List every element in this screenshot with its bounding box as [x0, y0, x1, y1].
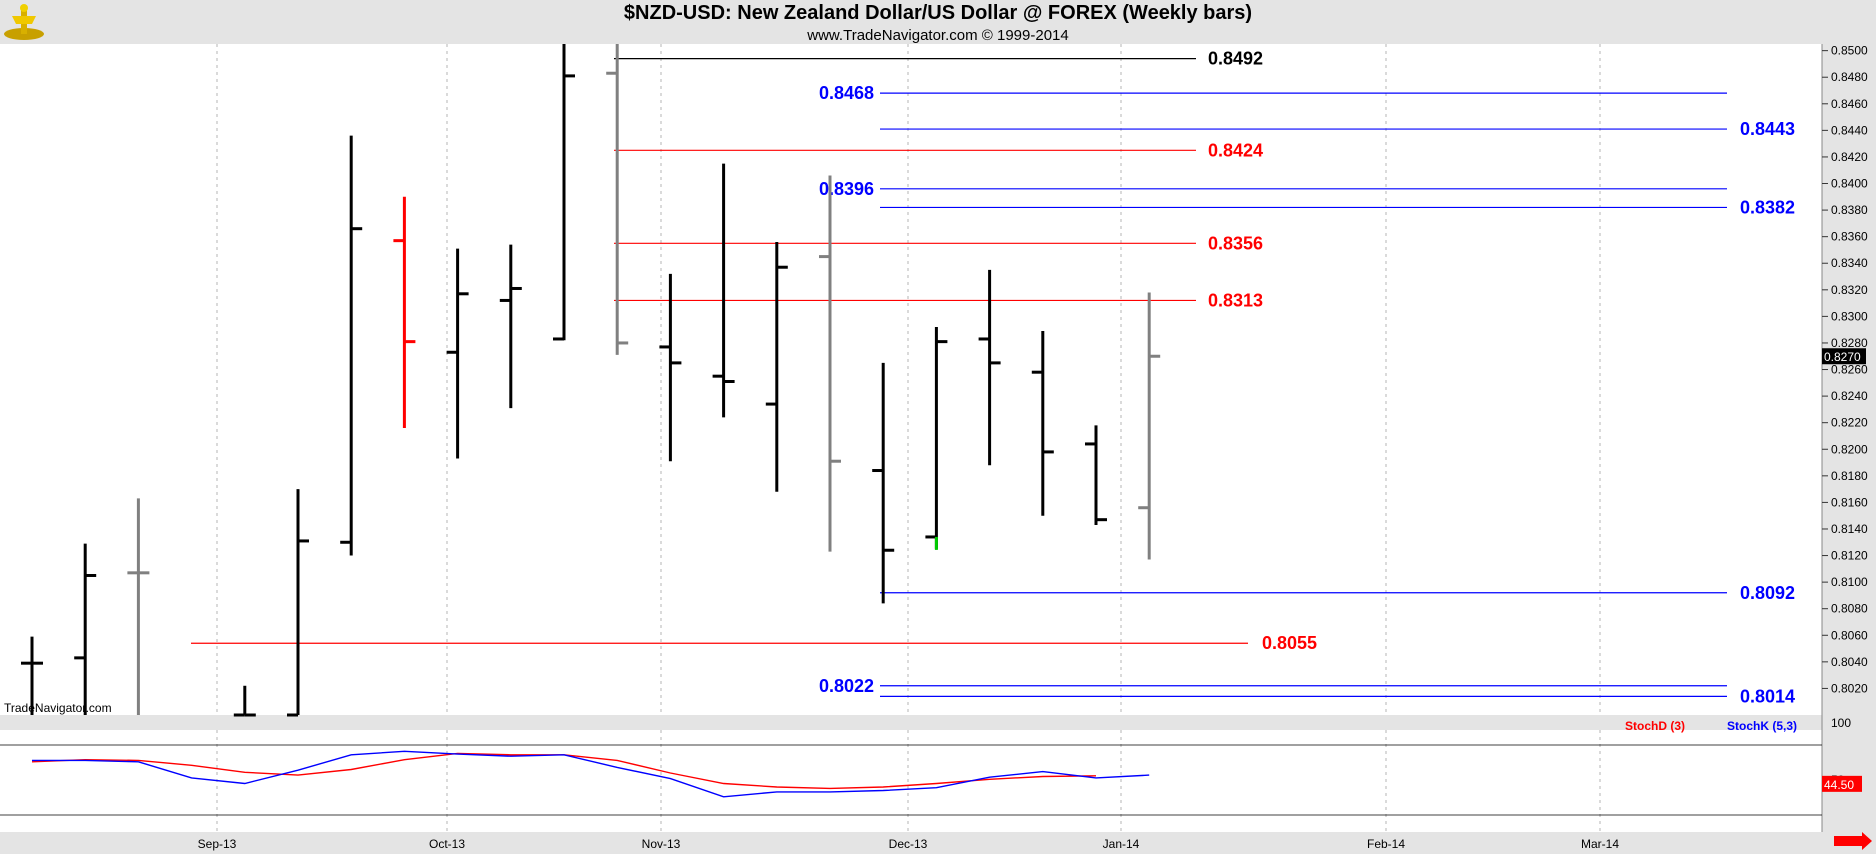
y-tick-label: 0.8340 — [1831, 256, 1868, 270]
stoch-series-line — [32, 750, 1150, 798]
date-axis: Sep-13 Oct-13 Nov-13 Dec-13 Jan-14 Feb-14 Mar-… — [198, 837, 1620, 851]
y-tick-label: 0.8480 — [1831, 70, 1868, 84]
price-level-label: 0.8356 — [1208, 233, 1263, 253]
stoch-tick-label: 100 — [1831, 716, 1851, 730]
price-level-label: 0.8443 — [1740, 119, 1795, 139]
legend-stochk: StochK (5,3) — [1727, 719, 1797, 733]
price-level-label: 0.8014 — [1740, 686, 1795, 706]
price-panel-bg — [0, 44, 1822, 715]
chart-subtitle: www.TradeNavigator.com © 1999-2014 — [807, 27, 1069, 44]
y-tick-label: 0.8420 — [1831, 150, 1868, 164]
x-tick-label: Nov-13 — [642, 837, 681, 851]
y-tick-label: 0.8100 — [1831, 575, 1868, 589]
scroll-right-arrow-icon[interactable] — [1834, 832, 1872, 850]
y-tick-label: 0.8260 — [1831, 363, 1868, 377]
price-level-label: 0.8382 — [1740, 197, 1795, 217]
price-level-label: 0.8468 — [819, 83, 874, 103]
x-tick-label: Mar-14 — [1581, 837, 1619, 851]
y-tick-label: 0.8320 — [1831, 283, 1868, 297]
price-level-label: 0.8424 — [1208, 140, 1263, 160]
price-level-label: 0.8092 — [1740, 583, 1795, 603]
watermark: TradeNavigator.com — [4, 701, 112, 715]
y-tick-label: 0.8020 — [1831, 681, 1868, 695]
y-tick-label: 0.8160 — [1831, 495, 1868, 509]
y-tick-label: 0.8280 — [1831, 336, 1868, 350]
x-tick-label: Jan-14 — [1103, 837, 1140, 851]
price-level-label: 0.8492 — [1208, 49, 1263, 69]
y-tick-label: 0.8500 — [1831, 44, 1868, 58]
x-tick-label: Feb-14 — [1367, 837, 1405, 851]
y-tick-label: 0.8220 — [1831, 416, 1868, 430]
stoch-last-box — [1822, 775, 1862, 792]
y-tick-label: 0.8040 — [1831, 655, 1868, 669]
y-tick-label: 0.8120 — [1831, 549, 1868, 563]
price-levels: 0.8492 0.8468 0.8443 0.8424 0.8396 0.8382 0.83… — [191, 49, 1795, 706]
y-tick-label: 0.8140 — [1831, 522, 1868, 536]
y-tick-label: 0.8300 — [1831, 309, 1868, 323]
price-level-label: 0.8396 — [819, 179, 874, 199]
y-tick-label: 0.8440 — [1831, 123, 1868, 137]
price-level-label: 0.8055 — [1262, 633, 1317, 653]
y-tick-label: 0.8460 — [1831, 97, 1868, 111]
y-tick-label: 0.8060 — [1831, 628, 1868, 642]
y-tick-label: 0.8380 — [1831, 203, 1868, 217]
y-tick-label: 0.8080 — [1831, 602, 1868, 616]
x-tick-label: Oct-13 — [429, 837, 465, 851]
ohlc-bars — [21, 44, 1161, 717]
y-tick-label: 0.8180 — [1831, 469, 1868, 483]
last-price-box — [1822, 348, 1866, 365]
last-price-label: 0.8270 — [1824, 350, 1861, 364]
y-tick-label: 0.8240 — [1831, 389, 1868, 403]
chart-title: $NZD-USD: New Zealand Dollar/US Dollar @… — [623, 2, 1253, 24]
legend-stochd: StochD (3) — [1625, 719, 1685, 733]
price-level-label: 0.8313 — [1208, 290, 1263, 310]
y-tick-label: 0.8400 — [1831, 177, 1868, 191]
price-level-label: 0.8022 — [819, 676, 874, 696]
y-tick-label: 0.8200 — [1831, 442, 1868, 456]
tradenavigator-logo-icon — [2, 2, 46, 47]
x-tick-label: Sep-13 — [198, 837, 237, 851]
stoch-last-value: 44.50 — [1824, 778, 1854, 792]
x-tick-label: Dec-13 — [889, 837, 928, 851]
price-axis: 0.8500 0.8480 0.8460 0.8440 0.8420 0.8400 0.83… — [1821, 44, 1868, 832]
y-tick-label: 0.8360 — [1831, 230, 1868, 244]
